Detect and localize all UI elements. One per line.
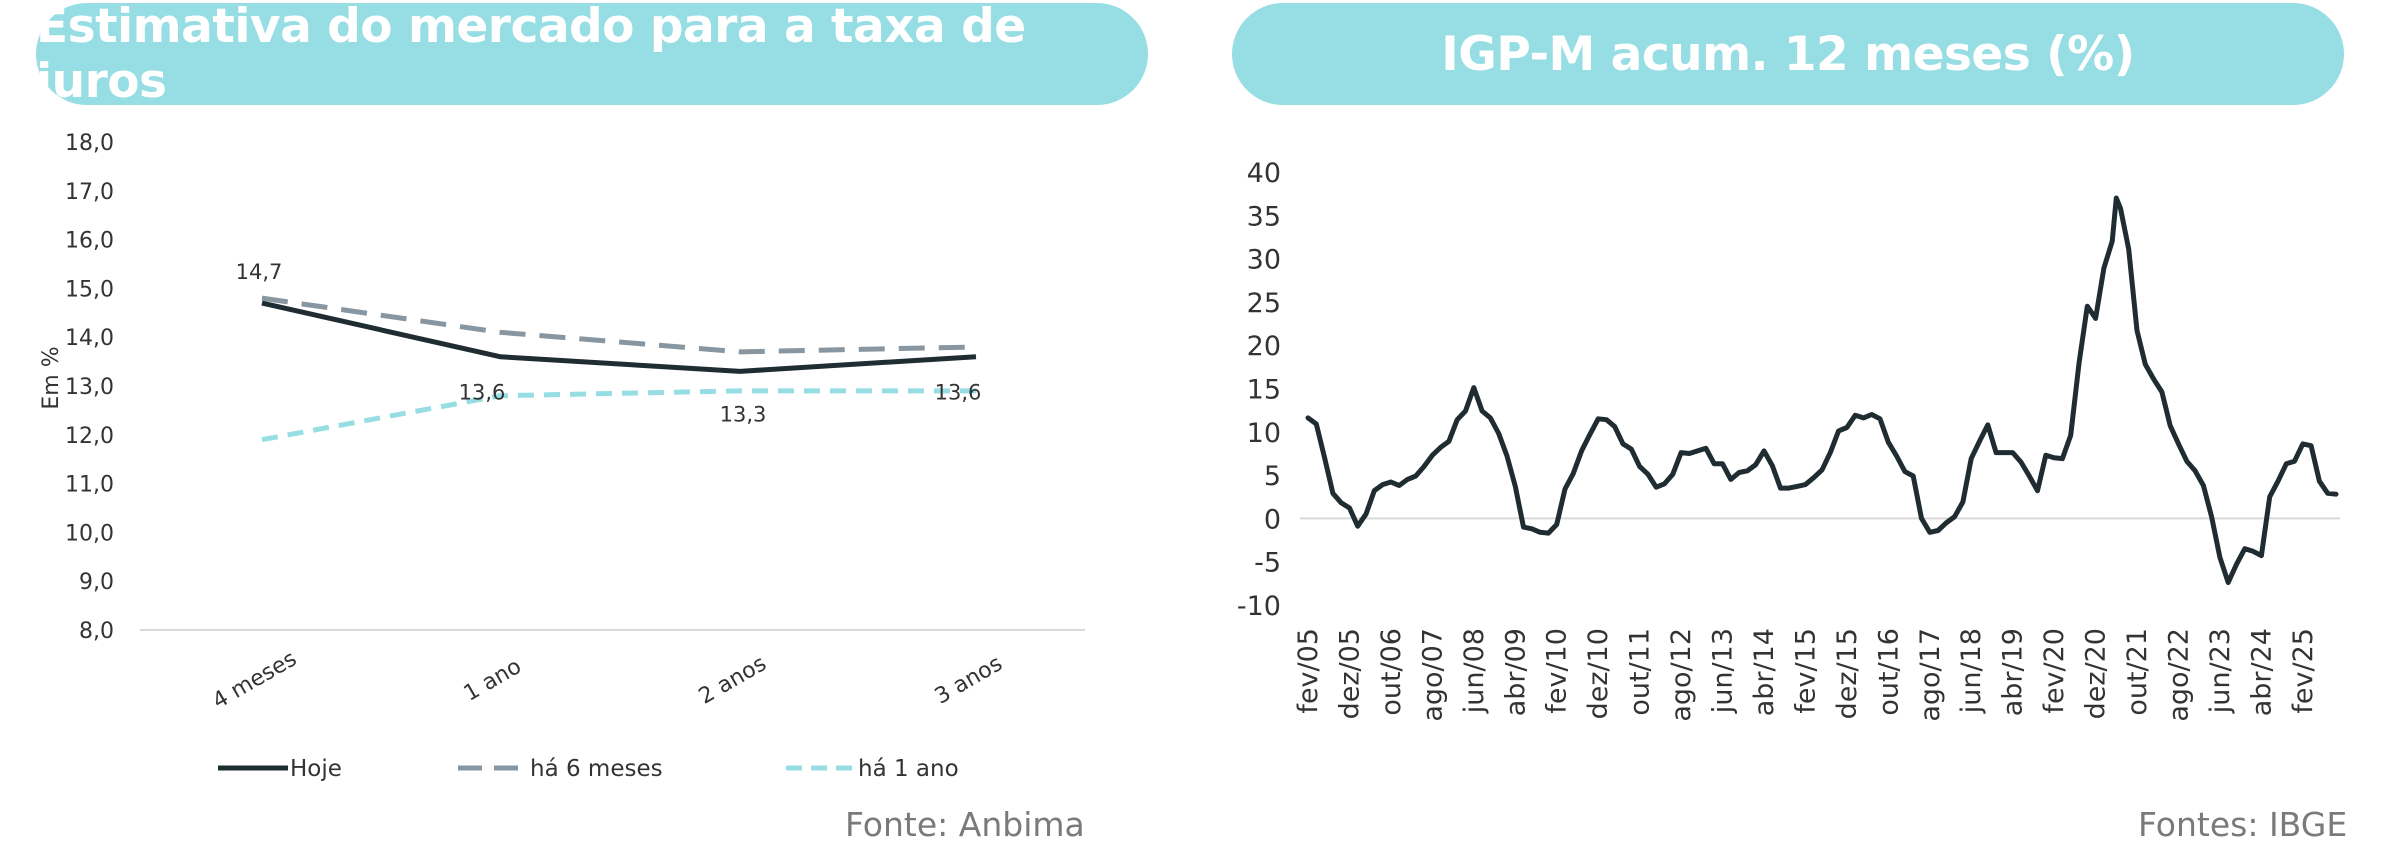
right-y-tick-label: 20 xyxy=(1247,331,1281,362)
left-x-tick-label: 4 meses xyxy=(208,646,301,714)
right-x-tick-label: ago/07 xyxy=(1417,628,1448,722)
right-y-tick-label: 10 xyxy=(1247,418,1281,449)
left-y-tick-label: 10,0 xyxy=(65,521,114,546)
right-x-tick-label: ago/22 xyxy=(2163,628,2194,722)
left-y-tick-label: 18,0 xyxy=(65,131,114,156)
right-x-tick-label: abr/19 xyxy=(1998,628,2029,716)
right-y-tick-label: 35 xyxy=(1247,201,1281,232)
right-x-tick-label: fev/10 xyxy=(1542,628,1573,714)
right-x-tick-label: out/11 xyxy=(1625,628,1656,716)
right-x-tick-label: jun/08 xyxy=(1459,628,1490,714)
right-y-tick-label: 5 xyxy=(1264,461,1281,492)
right-y-tick-label: -5 xyxy=(1254,548,1281,579)
left-y-tick-label: 14,0 xyxy=(65,326,114,351)
right-y-tick-label: 15 xyxy=(1247,375,1281,406)
left-chart-title: Estimativa do mercado para a taxa de jur… xyxy=(36,0,1148,109)
right-x-tick-label: jun/23 xyxy=(2205,628,2236,714)
right-x-tick-label: out/21 xyxy=(2122,628,2153,716)
right-y-tick-label: 30 xyxy=(1247,245,1281,276)
right-x-tick-label: ago/17 xyxy=(1915,628,1946,722)
left-y-tick-label: 8,0 xyxy=(79,619,114,644)
right-x-tick-label: abr/09 xyxy=(1500,628,1531,716)
left-y-tick-label: 13,0 xyxy=(65,375,114,400)
right-y-tick-label: 25 xyxy=(1247,288,1281,319)
series-line-há-6-meses xyxy=(261,295,977,355)
right-x-tick-label: out/06 xyxy=(1376,628,1407,716)
right-x-tick-label: dez/10 xyxy=(1583,628,1614,719)
data-label: 14,7 xyxy=(236,260,283,284)
series-line-hoje xyxy=(261,300,977,374)
right-x-tick-label: fev/15 xyxy=(1790,628,1821,714)
right-x-tick-label: dez/05 xyxy=(1334,628,1365,719)
igpm-series-line xyxy=(1305,195,2339,585)
data-label: 13,3 xyxy=(720,402,767,426)
left-x-tick-label: 1 ano xyxy=(460,654,526,707)
right-y-tick-label: 0 xyxy=(1264,504,1281,535)
left-y-tick-label: 15,0 xyxy=(65,277,114,302)
right-y-tick-label: 40 xyxy=(1247,158,1281,189)
right-x-tick-label: dez/20 xyxy=(2081,628,2112,719)
right-x-tick-label: fev/20 xyxy=(2039,628,2070,714)
left-y-axis-label: Em % xyxy=(39,346,64,409)
left-chart-source: Fonte: Anbima xyxy=(845,805,1085,844)
left-y-tick-label: 9,0 xyxy=(79,570,114,595)
left-x-tick-label: 2 anos xyxy=(695,651,771,709)
right-x-tick-label: abr/24 xyxy=(2246,628,2277,716)
left-y-tick-label: 11,0 xyxy=(65,473,114,498)
legend-label: há 6 meses xyxy=(530,756,663,782)
right-x-tick-label: dez/15 xyxy=(1832,628,1863,719)
right-y-tick-label: -10 xyxy=(1237,591,1281,622)
right-x-tick-label: jun/13 xyxy=(1708,628,1739,714)
legend-label: Hoje xyxy=(290,756,342,782)
data-label: 13,6 xyxy=(935,381,982,405)
right-x-tick-label: abr/14 xyxy=(1749,628,1780,716)
series-line-há-1-ano xyxy=(261,388,976,443)
left-y-tick-label: 16,0 xyxy=(65,229,114,254)
right-x-tick-label: jun/18 xyxy=(1956,628,1987,714)
left-y-tick-label: 17,0 xyxy=(65,180,114,205)
right-x-tick-label: ago/12 xyxy=(1666,628,1697,722)
data-label: 13,6 xyxy=(459,381,506,405)
legend-label: há 1 ano xyxy=(858,756,959,782)
right-chart-title: IGP-M acum. 12 meses (%) xyxy=(1232,3,2344,105)
left-x-tick-label: 3 anos xyxy=(931,651,1007,709)
left-y-tick-label: 12,0 xyxy=(65,424,114,449)
right-x-tick-label: out/16 xyxy=(1873,628,1904,716)
right-x-tick-label: fev/05 xyxy=(1293,628,1324,714)
right-x-tick-label: fev/25 xyxy=(2288,628,2319,714)
right-chart-source: Fontes: IBGE xyxy=(2138,805,2348,844)
